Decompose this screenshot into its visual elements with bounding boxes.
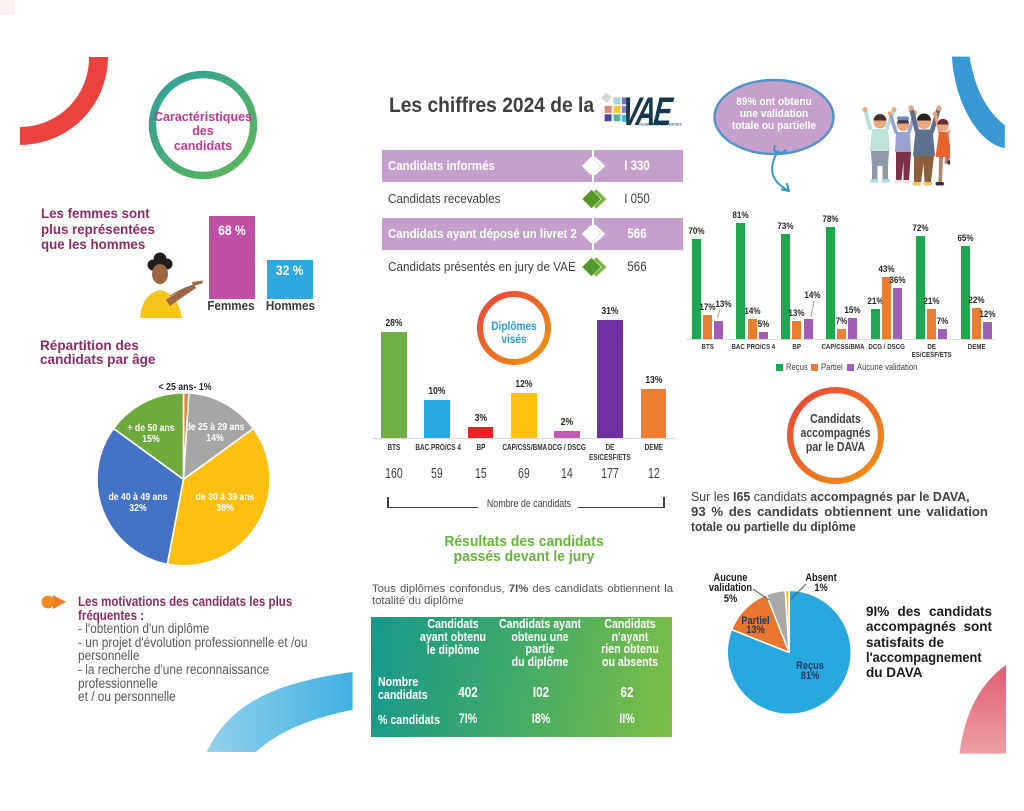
svg-text:Académie de Nantes: Académie de Nantes [639, 122, 682, 127]
svg-text:VAE: VAE [620, 90, 675, 134]
